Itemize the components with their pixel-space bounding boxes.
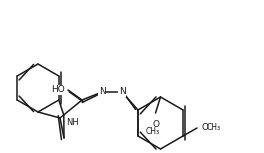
- Text: NH: NH: [66, 118, 78, 127]
- Text: HO: HO: [51, 86, 65, 95]
- Text: CH₃: CH₃: [145, 127, 159, 136]
- Text: O: O: [152, 120, 159, 129]
- Text: CH₃: CH₃: [207, 123, 221, 132]
- Text: O: O: [201, 123, 208, 132]
- Text: N: N: [99, 88, 105, 97]
- Text: N: N: [119, 88, 125, 97]
